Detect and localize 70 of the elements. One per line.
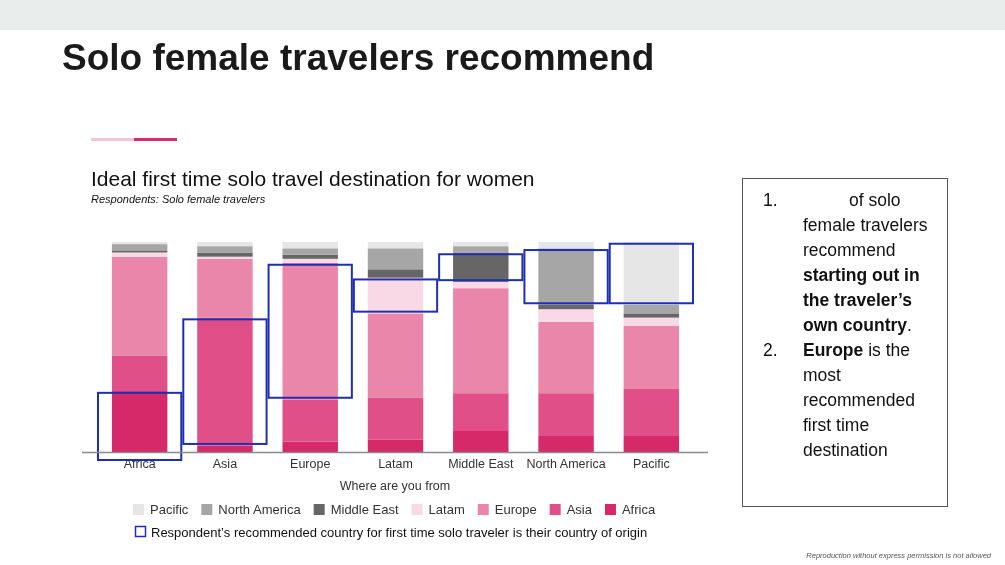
x-tick-label: Pacific — [632, 456, 670, 471]
bar — [367, 269, 424, 278]
bar — [282, 242, 338, 249]
legend-label: Asia — [566, 502, 593, 517]
bar — [282, 254, 338, 259]
bar — [623, 313, 680, 318]
bar — [367, 397, 424, 440]
bar — [282, 441, 338, 452]
chart-subtitle: Respondents: Solo female travelers — [91, 193, 266, 205]
bar — [453, 246, 509, 253]
bar — [453, 393, 509, 431]
bar — [623, 389, 680, 436]
bar — [282, 399, 338, 442]
text: Europe — [803, 340, 864, 360]
bar — [197, 317, 253, 446]
bar — [282, 248, 338, 255]
bar — [453, 431, 509, 452]
bar — [623, 435, 680, 452]
x-tick-label: Africa — [123, 456, 156, 471]
bar — [367, 242, 424, 249]
bar — [111, 242, 168, 245]
bar — [197, 256, 253, 259]
bar — [538, 242, 594, 249]
bar — [623, 305, 680, 314]
x-tick-label: Middle East — [448, 456, 514, 471]
bar — [453, 288, 509, 394]
bar — [538, 309, 594, 322]
bar — [453, 242, 509, 247]
text: Respondent’s recommended country for first time solo traveler is their country of origin — [151, 525, 648, 540]
chart-title: Ideal first time solo travel destination for women — [91, 167, 535, 190]
bar — [197, 252, 253, 257]
bar — [282, 258, 338, 263]
x-tick-label: Europe — [290, 456, 331, 471]
bar — [197, 246, 253, 253]
bar — [111, 391, 168, 452]
text: . — [907, 315, 912, 335]
bar — [538, 393, 594, 436]
bar — [282, 263, 338, 400]
legend-label: North America — [218, 502, 302, 517]
bar — [453, 281, 509, 289]
x-axis-title: Where are you from — [339, 479, 451, 493]
legend-label: Europe — [494, 502, 537, 517]
legend-label: Africa — [621, 502, 656, 517]
bar — [367, 439, 424, 452]
legend-label: Pacific — [150, 502, 189, 517]
bar — [111, 244, 168, 251]
bar — [538, 435, 594, 452]
bar — [367, 313, 424, 398]
bar — [623, 242, 680, 305]
bar — [111, 256, 168, 356]
bar — [538, 305, 594, 310]
x-tick-label: Latam — [378, 456, 413, 471]
text: 2. — [763, 339, 779, 362]
bar — [538, 321, 594, 394]
bar — [623, 326, 680, 389]
text: Solo female travelers recommend — [62, 37, 655, 78]
x-tick-label: North America — [526, 456, 606, 471]
legend-label: Middle East — [330, 502, 399, 517]
bar — [111, 250, 168, 253]
bar — [197, 258, 253, 318]
bar — [111, 252, 168, 257]
text: 1. — [763, 189, 779, 212]
bar — [623, 317, 680, 326]
bar — [197, 242, 253, 247]
legend-label: Latam — [428, 502, 465, 517]
bar — [538, 248, 594, 305]
bar — [197, 445, 253, 452]
x-tick-label: Asia — [212, 456, 238, 471]
bar — [367, 248, 424, 270]
bar — [111, 355, 168, 392]
